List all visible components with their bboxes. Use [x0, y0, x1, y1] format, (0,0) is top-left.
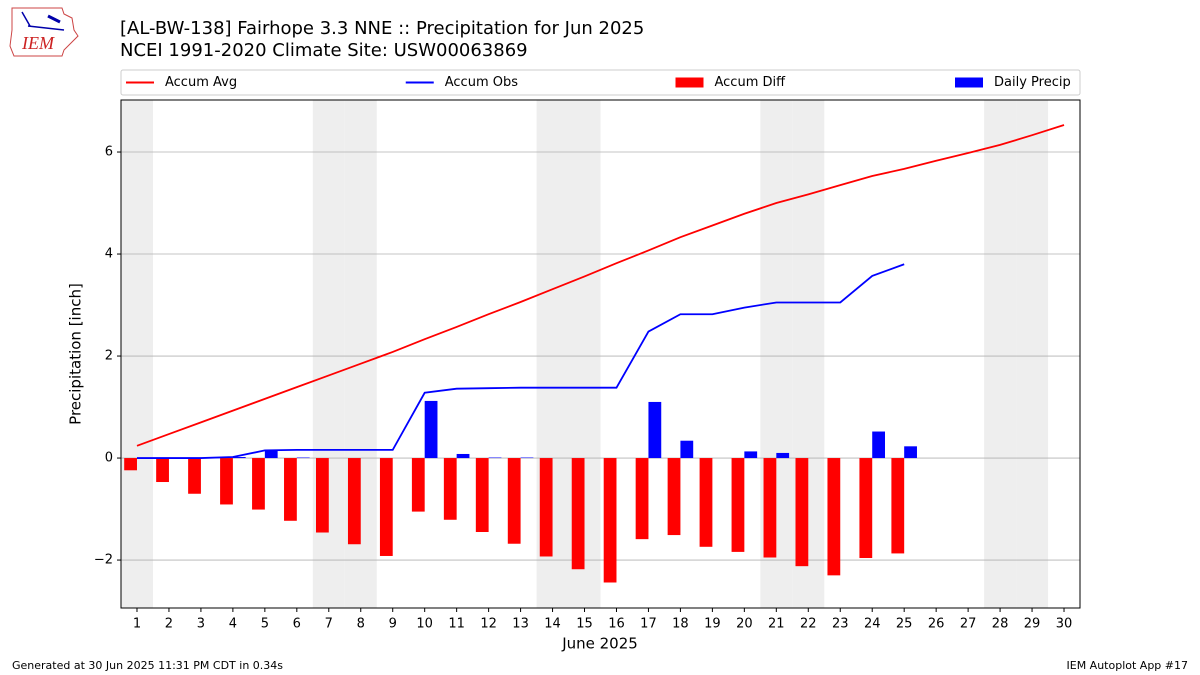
bar	[891, 458, 905, 554]
y-tick-label: −2	[94, 553, 113, 568]
legend-swatch	[955, 77, 983, 88]
bar	[443, 458, 457, 520]
bar	[188, 458, 201, 494]
bar	[795, 458, 809, 567]
bar	[667, 458, 681, 536]
legend-label: Accum Obs	[445, 75, 518, 90]
x-tick-label: 20	[736, 617, 753, 632]
y-axis-label: Precipitation [inch]	[67, 283, 85, 425]
weekend-band	[121, 100, 153, 608]
legend-box	[120, 69, 1081, 96]
x-tick-label: 19	[704, 617, 721, 632]
chart-title: [AL-BW-138] Fairhope 3.3 NNE :: Precipit…	[120, 18, 644, 39]
bar	[411, 458, 425, 512]
x-tick-label: 29	[1024, 617, 1041, 632]
bar	[424, 400, 438, 459]
x-tick-label: 2	[165, 617, 173, 632]
legend-swatch	[675, 77, 704, 88]
x-tick-label: 4	[229, 617, 237, 632]
bar	[635, 458, 649, 540]
bar	[571, 458, 585, 570]
bar	[232, 457, 246, 459]
x-tick-label: 23	[832, 617, 849, 632]
bar	[680, 440, 694, 459]
bar	[220, 458, 233, 505]
bar	[456, 453, 470, 459]
line-series	[136, 124, 1065, 447]
legend-label: Daily Precip	[994, 75, 1071, 90]
plot-frame	[120, 99, 1081, 609]
x-tick-label: 9	[389, 617, 397, 632]
y-tick-label: 0	[105, 451, 113, 466]
logo: IEM	[9, 7, 79, 57]
bar	[507, 458, 521, 544]
x-tick-label: 16	[608, 617, 625, 632]
legend-label: Accum Avg	[165, 75, 237, 90]
legend-label: Accum Diff	[715, 75, 787, 90]
x-tick-label: 10	[416, 617, 433, 632]
logo-icon	[47, 14, 61, 24]
x-tick-label: 26	[928, 617, 945, 632]
x-axis-label: June 2025	[561, 635, 638, 653]
bar	[296, 457, 310, 459]
bar	[488, 457, 502, 459]
y-tick-label: 6	[105, 145, 113, 160]
x-tick-label: 15	[576, 617, 593, 632]
bar	[827, 458, 841, 576]
bar	[904, 446, 917, 459]
x-tick-label: 17	[640, 617, 657, 632]
bar	[731, 458, 745, 552]
x-tick-label: 12	[480, 617, 497, 632]
bar	[284, 458, 297, 521]
x-tick-label: 7	[325, 617, 333, 632]
x-tick-label: 28	[992, 617, 1009, 632]
bar	[603, 458, 617, 583]
bar	[859, 458, 873, 559]
bar	[475, 458, 489, 533]
logo-icon	[27, 25, 65, 31]
y-tick-label: 4	[105, 247, 113, 262]
bar	[776, 452, 790, 459]
x-tick-label: 6	[293, 617, 301, 632]
y-tick-label: 2	[105, 349, 113, 364]
x-tick-label: 8	[357, 617, 365, 632]
bar	[156, 458, 169, 483]
bar	[539, 458, 553, 557]
bar	[648, 401, 662, 459]
x-tick-label: 30	[1056, 617, 1073, 632]
weekend-band	[1016, 100, 1049, 608]
footer-right: IEM Autoplot App #17	[1067, 659, 1189, 672]
x-tick-label: 22	[800, 617, 817, 632]
x-tick-label: 18	[672, 617, 689, 632]
bar	[744, 451, 758, 459]
bar	[252, 458, 265, 510]
bar	[763, 458, 777, 558]
x-tick-label: 14	[544, 617, 561, 632]
x-tick-label: 5	[261, 617, 269, 632]
x-tick-label: 27	[960, 617, 977, 632]
x-tick-label: 25	[896, 617, 913, 632]
x-tick-label: 3	[197, 617, 205, 632]
bar	[264, 450, 278, 459]
bar	[315, 458, 329, 533]
bar	[872, 431, 886, 459]
weekend-band	[984, 100, 1017, 608]
x-tick-label: 24	[864, 617, 881, 632]
footer-left: Generated at 30 Jun 2025 11:31 PM CDT in…	[12, 659, 283, 672]
bar	[347, 458, 361, 545]
bar	[699, 458, 713, 547]
x-tick-label: 21	[768, 617, 785, 632]
line-series	[136, 263, 905, 459]
logo-text: IEM	[21, 33, 55, 53]
bar	[124, 458, 137, 471]
bar	[379, 458, 393, 556]
x-tick-label: 13	[512, 617, 529, 632]
x-tick-label: 1	[133, 617, 141, 632]
bar	[520, 457, 534, 459]
logo-icon	[21, 11, 31, 27]
chart-subtitle: NCEI 1991-2020 Climate Site: USW00063869	[120, 40, 528, 61]
x-tick-label: 11	[448, 617, 465, 632]
